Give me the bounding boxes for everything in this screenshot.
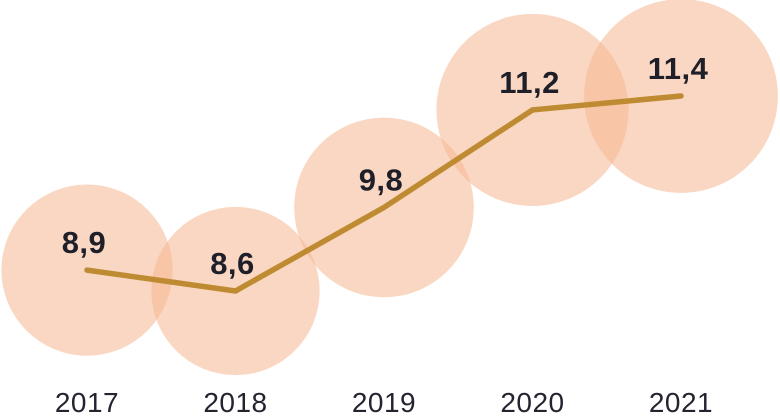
value-label-2021: 11,4 — [648, 51, 709, 86]
year-label-2021: 2021 — [649, 387, 713, 418]
value-label-2019: 9,8 — [359, 162, 404, 197]
year-label-2017: 2017 — [55, 387, 119, 418]
year-label-2018: 2018 — [203, 387, 267, 418]
value-label-2020: 11,2 — [499, 65, 560, 100]
value-label-2018: 8,6 — [210, 246, 255, 281]
year-label-2019: 2019 — [352, 387, 416, 418]
year-label-2020: 2020 — [500, 387, 564, 418]
trend-line — [84, 93, 684, 294]
value-label-2017: 8,9 — [62, 225, 107, 260]
